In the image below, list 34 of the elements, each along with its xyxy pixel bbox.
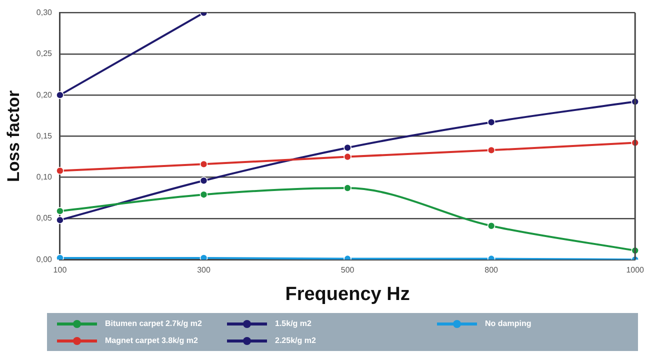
y-tick-label: 0,10 (36, 172, 53, 182)
point (56, 91, 64, 99)
x-tick-label: 800 (484, 266, 499, 275)
x-axis-title: Frequency Hz (285, 284, 410, 305)
point (56, 207, 64, 215)
x-tick-label: 100 (53, 266, 68, 275)
y-axis-title: Loss factor (4, 90, 23, 182)
point (56, 254, 64, 260)
point (200, 254, 208, 260)
point (56, 166, 64, 175)
point (56, 216, 64, 224)
x-tick-label: 500 (340, 266, 355, 275)
y-tick-label: 0,00 (36, 254, 53, 264)
legend-label: 1.5k/g m2 (275, 319, 312, 328)
x-tick-label: 1000 (626, 266, 645, 275)
y-tick-label: 0,05 (36, 214, 53, 223)
y-tick-label: 0,25 (36, 49, 53, 58)
y-tick-label: 0,30 (36, 8, 53, 18)
legend-label: Bitumen carpet 2.7k/g m2 (105, 319, 202, 328)
point (200, 176, 208, 185)
point (487, 222, 496, 230)
legend-label: Magnet carpet 3.8k/g m2 (105, 336, 198, 345)
point (344, 184, 352, 192)
y-tick-label: 0,15 (36, 131, 53, 140)
y-tick-label: 0,20 (36, 90, 53, 100)
legend-label: 2.25k/g m2 (275, 336, 316, 345)
point (344, 144, 352, 152)
legend-label: No damping (485, 319, 532, 328)
point (200, 160, 208, 168)
point (487, 146, 496, 154)
point (200, 190, 208, 199)
x-tick-label: 300 (197, 266, 211, 275)
point (344, 152, 352, 161)
point (487, 118, 496, 126)
